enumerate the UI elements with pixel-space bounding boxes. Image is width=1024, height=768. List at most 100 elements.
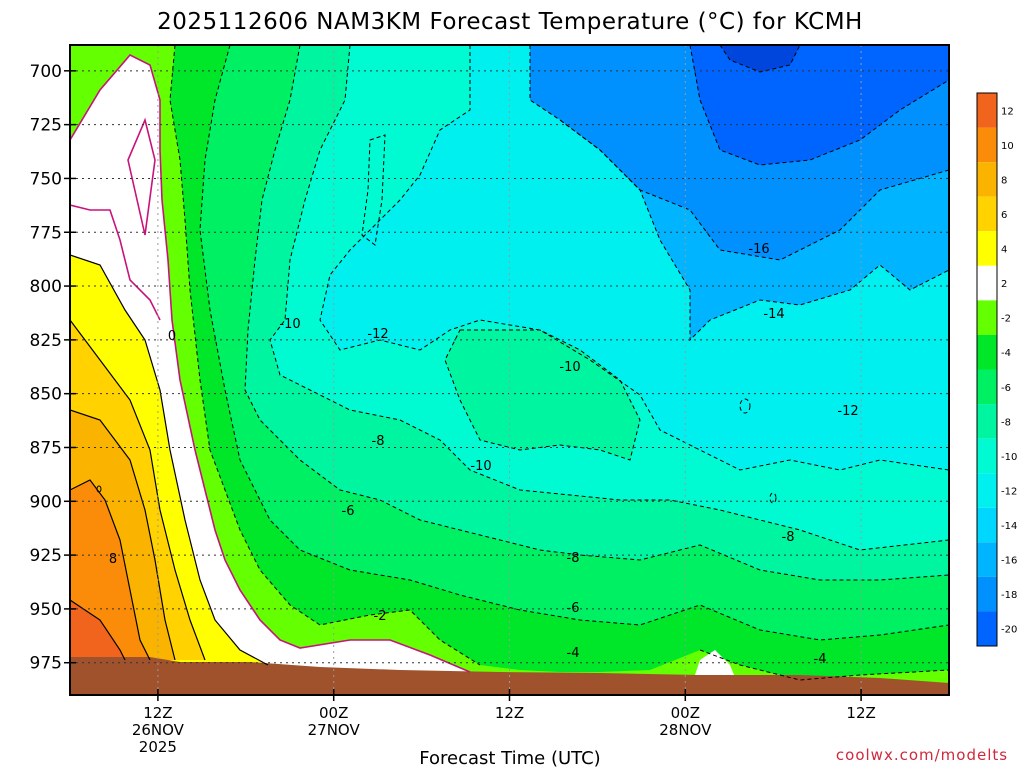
contour-lines bbox=[70, 45, 949, 681]
contour-label: -6 bbox=[342, 504, 355, 519]
fill-minus10-pocket bbox=[445, 330, 640, 460]
x-tick-label: 12Z bbox=[846, 704, 875, 722]
colorbar-swatch bbox=[977, 300, 997, 335]
x-tick-label: 12Z bbox=[143, 704, 172, 722]
contour-minus12-small-loop bbox=[739, 398, 751, 414]
zero-contour-branch bbox=[70, 204, 161, 321]
contour-label: -8 bbox=[372, 434, 385, 449]
contour-label: -8 bbox=[782, 530, 795, 545]
colorbar-label: -6 bbox=[1001, 383, 1011, 394]
colorbar-label: -12 bbox=[1001, 486, 1017, 497]
y-tick-label: 925 bbox=[30, 546, 62, 566]
colorbar-label: -20 bbox=[1001, 625, 1017, 636]
x-tick-label: 2025 bbox=[139, 738, 177, 756]
fill-minus6 bbox=[70, 45, 949, 695]
colorbar-label: -14 bbox=[1001, 521, 1017, 532]
contour-10 bbox=[70, 599, 126, 661]
contour-minus8 bbox=[269, 45, 949, 551]
x-tick-label: 00Z bbox=[319, 704, 348, 722]
colorbar-label: 10 bbox=[1001, 141, 1014, 152]
contour-2 bbox=[70, 254, 269, 666]
y-tick-label: 825 bbox=[30, 331, 62, 351]
colorbar-label: 12 bbox=[1001, 106, 1014, 117]
x-tick-label: 28NOV bbox=[659, 721, 712, 739]
contour-minus2-right bbox=[699, 649, 949, 681]
colorbar-frame bbox=[976, 92, 998, 647]
contour-label: -10 bbox=[470, 459, 491, 474]
contour-8 bbox=[70, 479, 151, 661]
contour-minus12-pocket bbox=[361, 134, 386, 246]
contour-label: -2 bbox=[374, 609, 387, 624]
contour-minus16 bbox=[689, 45, 949, 166]
contour-label: -10 bbox=[279, 317, 300, 332]
contour-small-loop bbox=[96, 485, 102, 493]
contour-label: -6 bbox=[567, 601, 580, 616]
colorbar-swatch bbox=[977, 162, 997, 197]
colorbar-swatch bbox=[977, 265, 997, 301]
colorbar-swatch bbox=[977, 611, 997, 646]
colorbar-swatch bbox=[977, 334, 997, 370]
colorbar-swatch bbox=[977, 507, 997, 543]
y-tick-label: 750 bbox=[30, 169, 62, 189]
colorbar-swatch bbox=[977, 93, 997, 128]
y-tick-label: 900 bbox=[30, 492, 62, 512]
plot-frame bbox=[69, 44, 950, 696]
contour-label: -12 bbox=[837, 404, 858, 419]
contour-label: -4 bbox=[814, 652, 827, 667]
x-tick-label: 12Z bbox=[495, 704, 524, 722]
contour-minus6 bbox=[244, 45, 949, 581]
colorbar-swatch bbox=[977, 542, 997, 577]
contour-minus2 bbox=[169, 45, 481, 666]
y-tick-label: 850 bbox=[30, 385, 62, 405]
y-tick-label: 875 bbox=[30, 438, 62, 458]
chart-title: 2025112606 NAM3KM Forecast Temperature (… bbox=[157, 9, 863, 35]
contour-label: -16 bbox=[748, 242, 769, 257]
contour-label: -10 bbox=[559, 360, 580, 375]
colorbar-label: -16 bbox=[1001, 556, 1017, 567]
contour-label: 8 bbox=[109, 552, 117, 567]
colorbar-swatch bbox=[977, 127, 997, 163]
x-tick-label: 26NOV bbox=[132, 721, 185, 739]
colorbar-label: 8 bbox=[1001, 175, 1007, 186]
colorbar-swatch bbox=[977, 473, 997, 508]
contour-4 bbox=[70, 319, 206, 661]
colorbar-label: -10 bbox=[1001, 452, 1017, 463]
colorbar-swatch bbox=[977, 231, 997, 266]
contour-minus10-pocket bbox=[444, 329, 641, 461]
y-tick-label: 700 bbox=[30, 62, 62, 82]
y-tick-label: 975 bbox=[30, 654, 62, 674]
x-tick-label: 27NOV bbox=[308, 721, 361, 739]
contour-minus8-small-loop bbox=[769, 492, 777, 504]
fill-minus18 bbox=[690, 45, 949, 165]
contour-minus10 bbox=[319, 45, 949, 471]
contour-label: -4 bbox=[567, 646, 580, 661]
colorbar-label: -8 bbox=[1001, 417, 1011, 428]
colorbar-label: -18 bbox=[1001, 590, 1017, 601]
contour-minus18 bbox=[719, 45, 801, 73]
contour-6 bbox=[70, 409, 176, 661]
colorbar-label: -4 bbox=[1001, 348, 1011, 359]
contour-label: -12 bbox=[367, 327, 388, 342]
colorbar-swatch bbox=[977, 576, 997, 612]
grid bbox=[70, 45, 949, 695]
contour-label: -8 bbox=[567, 551, 580, 566]
y-tick-label: 775 bbox=[30, 223, 62, 243]
colorbar-label: 2 bbox=[1001, 279, 1007, 290]
colorbar-swatch bbox=[977, 369, 997, 405]
fill-minus20 bbox=[720, 45, 800, 72]
y-tick-label: 725 bbox=[30, 116, 62, 136]
credit-text: coolwx.com/modelts bbox=[836, 746, 1008, 764]
colorbar-swatch bbox=[977, 404, 997, 439]
y-axis: 700 725 750 775 800 825 850 875 900 925 950 975 bbox=[30, 62, 76, 674]
zero-contour bbox=[70, 54, 471, 673]
contour-label: -14 bbox=[763, 307, 784, 322]
colorbar-label: 4 bbox=[1001, 245, 1007, 256]
y-tick-label: 950 bbox=[30, 600, 62, 620]
colorbar-swatch bbox=[977, 438, 997, 474]
colorbar: 12 10 8 6 4 2 -2 -4 -6 -8 -10 -12 -14 -16 -18 -20 bbox=[977, 93, 1017, 646]
colorbar-label: 6 bbox=[1001, 210, 1007, 221]
zero-contour-loop bbox=[127, 117, 156, 236]
colorbar-label: -2 bbox=[1001, 314, 1011, 325]
